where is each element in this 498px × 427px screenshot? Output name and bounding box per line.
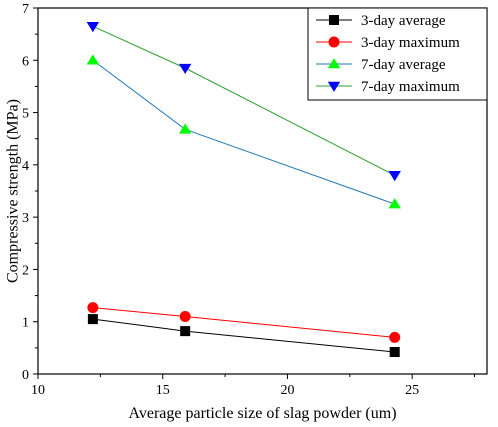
y-tick-label: 2 [22, 263, 29, 278]
data-point [87, 302, 99, 314]
y-tick-label: 5 [22, 107, 29, 122]
x-tick-label: 25 [405, 383, 419, 398]
x-axis-title: Average particle size of slag powder (um… [128, 405, 396, 422]
legend-label: 7-day average [361, 57, 446, 73]
data-point [179, 310, 191, 322]
x-tick-label: 15 [156, 383, 170, 398]
legend-label: 3-day average [361, 13, 446, 29]
series-line-1 [92, 318, 395, 353]
data-point [86, 54, 100, 65]
series-markers [86, 22, 401, 358]
legend-label: 7-day maximum [361, 79, 460, 95]
legend-marker [329, 15, 339, 25]
y-tick-label: 4 [22, 159, 29, 174]
legend-marker [327, 81, 341, 92]
y-tick-label: 7 [22, 2, 29, 17]
data-point [178, 123, 192, 134]
y-tick-label: 3 [22, 211, 29, 226]
data-point [389, 331, 401, 343]
y-tick-label: 6 [22, 54, 29, 69]
y-tick-label: 0 [22, 368, 29, 383]
legend-marker [328, 36, 340, 48]
series-line-2 [92, 307, 395, 338]
data-point [388, 198, 401, 209]
data-point [87, 314, 98, 325]
data-point [178, 63, 192, 75]
data-point [180, 326, 191, 337]
legend-marker [327, 58, 341, 69]
y-axis-title: Compressive strength (MPa) [5, 99, 22, 283]
legend: 3-day average 3-day maximum 7-day average 7… [307, 7, 488, 101]
y-tick-label: 1 [22, 316, 29, 331]
legend-label: 3-day maximum [361, 35, 460, 51]
x-tick-label: 20 [280, 383, 294, 398]
data-point [388, 171, 401, 182]
data-point [86, 22, 100, 33]
x-tick-label: 10 [31, 383, 45, 398]
data-point [389, 347, 400, 358]
axes: 10 15 20 25 0 1 2 3 4 5 6 7 [22, 2, 488, 398]
